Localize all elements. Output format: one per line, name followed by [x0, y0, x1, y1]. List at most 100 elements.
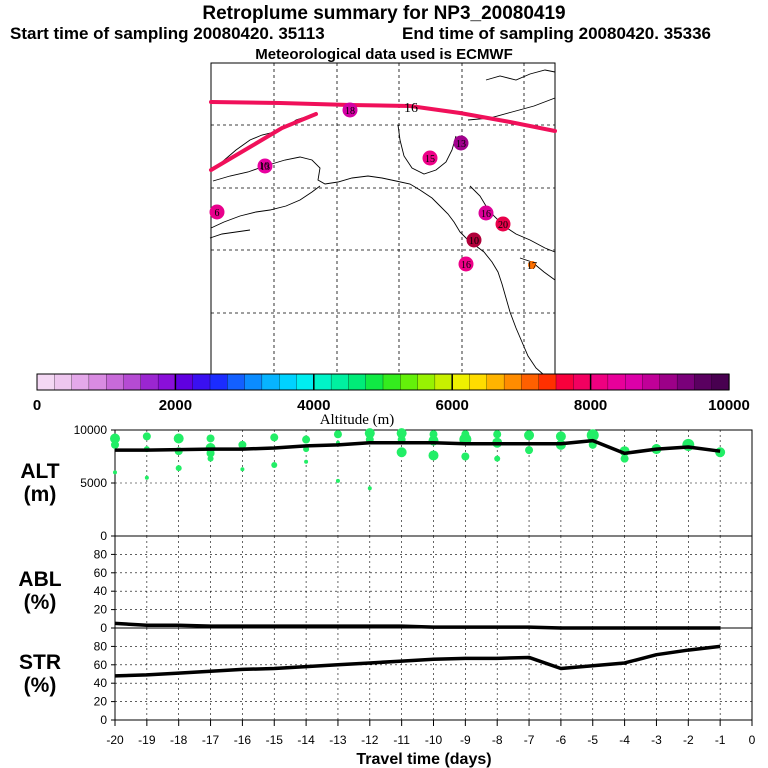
colorbar-cell: [330, 373, 350, 391]
alt-panel-name: ALT: [20, 460, 59, 483]
altitude-scatter-point: [428, 450, 439, 461]
marker-label: 6: [215, 208, 220, 219]
trajectory-west: [209, 112, 318, 172]
altitude-colorbar: 0 2000 4000 6000 8000 10000 Altitude (m): [33, 373, 750, 428]
route-label: 16: [404, 101, 418, 116]
alt-series-line: [115, 438, 721, 456]
altitude-scatter-point: [555, 431, 566, 442]
y-tick-label: 20: [94, 603, 108, 617]
altitude-scatter-point: [524, 430, 535, 441]
abl-series-line: [114, 621, 721, 630]
y-tick-label: 40: [94, 676, 108, 690]
coastlines: [209, 69, 556, 376]
alt-panel-unit: (m): [24, 483, 57, 506]
coastline-lakes: [519, 257, 556, 281]
colorbar-cell: [296, 373, 315, 391]
marker-label: 18: [345, 106, 355, 117]
colorbar-cell: [348, 373, 367, 391]
colorbar-cell: [607, 373, 626, 391]
x-tick-label: -2: [683, 733, 694, 747]
trajectory-marker: [458, 256, 474, 272]
colorbar-cell: [123, 373, 142, 391]
x-tick-label: -6: [556, 733, 567, 747]
x-tick-label: -1: [715, 733, 726, 747]
altitude-scatter-point: [111, 440, 119, 449]
colorbar-cell: [590, 373, 609, 391]
end-time-label: End time of sampling 20080420. 35336: [402, 24, 711, 43]
colorbar-cell: [88, 373, 107, 391]
colorbar-cell: [676, 373, 696, 391]
colorbar-tick-label: 8000: [574, 397, 607, 414]
x-tick-label: -7: [524, 733, 535, 747]
altitude-scatter-point: [367, 486, 372, 491]
colorbar-cell: [365, 373, 384, 391]
x-tick-label: -18: [170, 733, 188, 747]
marker-label: 10: [469, 236, 479, 247]
x-tick-label: -11: [393, 733, 410, 747]
colorbar-cell: [244, 373, 263, 391]
marker-label: 13: [260, 162, 270, 173]
marker-label: 16: [481, 209, 491, 220]
colorbar-cell: [625, 373, 644, 391]
trajectory-marker: [453, 135, 469, 151]
marker-label: 15: [425, 154, 435, 165]
colorbar-cell: [573, 373, 592, 391]
y-tick-label: 0: [100, 529, 107, 543]
altitude-scatter-point: [304, 459, 309, 464]
str-series-line: [114, 644, 721, 678]
altitude-scatter-point: [110, 433, 120, 444]
x-tick-label: -19: [138, 733, 156, 747]
colorbar-cell: [140, 373, 159, 391]
x-axis-label: Travel time (days): [356, 751, 491, 768]
colorbar-tick-label: 6000: [436, 397, 469, 414]
colorbar-tick-label: 2000: [159, 397, 192, 414]
altitude-scatter-point: [461, 452, 470, 461]
x-tick-label: -13: [329, 733, 347, 747]
colorbar-cell: [434, 373, 453, 391]
colorbar-cell: [555, 373, 574, 391]
altitude-scatter-point: [173, 433, 184, 444]
x-tick-label: -15: [266, 733, 284, 747]
colorbar-cell: [192, 373, 211, 391]
y-tick-label: 0: [100, 713, 107, 727]
coastline-inland: [397, 124, 457, 175]
y-tick-label: 20: [94, 695, 108, 709]
altitude-scatter-point: [494, 455, 501, 462]
altitude-scatter-point: [525, 446, 534, 455]
altitude-scatter-point: [493, 430, 502, 439]
colorbar-cell: [400, 373, 419, 391]
altitude-scatter-point: [586, 429, 599, 442]
coastline-pacific: [212, 156, 545, 376]
altitude-scatter-point: [302, 435, 311, 444]
x-tick-label: -16: [234, 733, 252, 747]
colorbar-tick-label: 10000: [708, 397, 750, 414]
start-time-label: Start time of sampling 20080420. 35113: [10, 24, 325, 43]
trajectory-marker: [495, 216, 511, 232]
str-panel-unit: (%): [24, 674, 57, 697]
altitude-scatter-point: [238, 440, 247, 449]
altitude-scatter-point: [364, 428, 375, 439]
panel-abl: 0 20 40 60 80: [94, 535, 753, 635]
panel-alt: 0 5000 10000: [74, 423, 753, 543]
colorbar-cell: [313, 373, 332, 391]
altitude-scatter-point: [396, 447, 407, 458]
altitude-scatter-point: [113, 470, 117, 475]
x-tick-label: -5: [587, 733, 598, 747]
colorbar-cell: [382, 373, 401, 391]
y-tick-label: 0: [100, 621, 107, 635]
coastline-islands: [485, 69, 556, 81]
abl-panel-name: ABL: [18, 568, 61, 591]
x-tick-label: 0: [749, 733, 756, 747]
colorbar-cell: [538, 373, 557, 391]
y-tick-label: 80: [94, 639, 108, 653]
y-tick-label: 5000: [80, 476, 107, 490]
altitude-scatter-point: [206, 434, 215, 443]
altitude-scatter-point: [206, 449, 215, 458]
colorbar-cell: [469, 373, 488, 391]
x-tick-label: -12: [361, 733, 379, 747]
altitude-scatter-point: [175, 465, 182, 472]
colorbar-cell: [711, 373, 730, 391]
str-panel-name: STR: [19, 651, 61, 674]
trajectory-lines: [209, 100, 557, 172]
